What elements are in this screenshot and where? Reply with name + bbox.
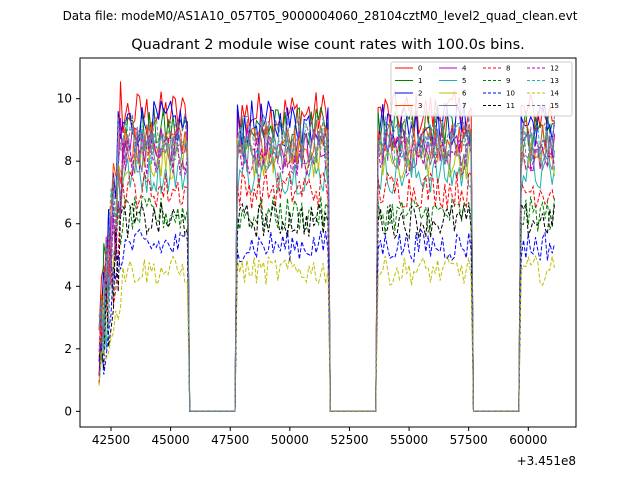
y-tick-label: 2 [64,342,72,356]
legend-label: 1 [418,77,422,85]
x-tick-label: 50000 [271,433,309,447]
y-tick-label: 0 [64,404,72,418]
x-tick-label: 52500 [330,433,368,447]
legend-label: 5 [462,77,466,85]
legend-label: 7 [462,102,466,110]
legend-label: 13 [550,77,559,85]
series-line-13 [98,118,555,412]
x-axis-offset-label: +3.451e8 [517,454,576,468]
legend-label: 9 [506,77,510,85]
y-tick-label: 4 [64,279,72,293]
legend-label: 11 [506,102,515,110]
series-line-15 [98,113,555,412]
plot-area [79,57,577,428]
suptitle: Data file: modeM0/AS1A10_057T05_90000040… [63,9,578,23]
y-tick-label: 8 [64,154,72,168]
series-line-8 [98,169,555,412]
series-line-9 [98,195,555,412]
legend-label: 10 [506,90,515,98]
x-tick-label: 57500 [450,433,488,447]
legend-label: 4 [462,65,467,73]
x-tick-label: 55000 [390,433,428,447]
legend-label: 6 [462,90,467,98]
legend-label: 8 [506,65,510,73]
x-tick-label: 42500 [92,433,130,447]
x-tick-label: 47500 [211,433,249,447]
legend-label: 15 [550,102,559,110]
legend-frame [390,61,573,117]
series-line-12 [98,133,555,412]
series-line-14 [98,254,555,412]
chart-title: Quadrant 2 module wise count rates with … [131,37,525,53]
y-tick-label: 6 [64,217,72,231]
legend-label: 3 [418,102,422,110]
y-tick-label: 10 [57,92,72,106]
legend-label: 14 [550,90,559,98]
legend-label: 12 [550,65,559,73]
legend-label: 2 [418,90,422,98]
legend-label: 0 [418,65,422,73]
x-tick-label: 60000 [509,433,547,447]
x-tick-label: 45000 [152,433,190,447]
